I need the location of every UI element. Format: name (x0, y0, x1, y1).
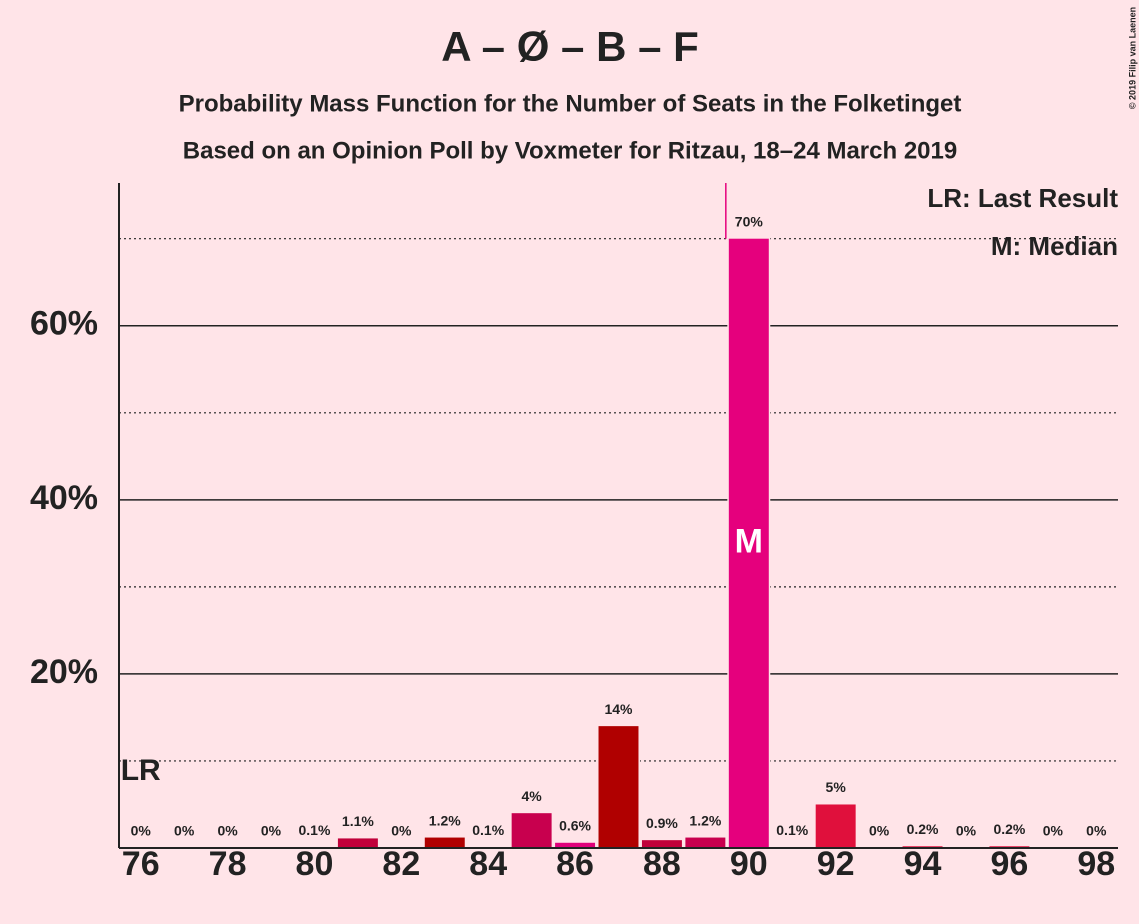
value-label: 4% (522, 788, 543, 804)
value-label: 0.2% (993, 821, 1025, 837)
value-label: 0% (869, 823, 890, 839)
x-tick-label: 82 (382, 845, 420, 883)
value-label: 0% (1086, 823, 1107, 839)
bar (597, 724, 640, 850)
x-tick-label: 80 (296, 845, 334, 883)
value-label: 14% (604, 701, 633, 717)
value-label: 0.6% (559, 817, 591, 833)
y-tick-label: 60% (30, 305, 98, 343)
x-tick-label: 78 (209, 845, 247, 883)
subtitle: Based on an Opinion Poll by Voxmeter for… (183, 137, 957, 164)
x-tick-label: 94 (904, 845, 942, 883)
value-label: 1.1% (342, 813, 374, 829)
value-label: 0.1% (776, 822, 808, 838)
copyright: © 2019 Filip van Laenen (1127, 7, 1137, 109)
value-label: 0% (1043, 823, 1064, 839)
value-label: 0.1% (298, 822, 330, 838)
value-label: 0% (217, 823, 238, 839)
legend-entry: LR: Last Result (927, 183, 1118, 213)
x-tick-label: 88 (643, 845, 681, 883)
bar (336, 836, 380, 850)
x-tick-label: 92 (817, 845, 855, 883)
x-tick-label: 90 (730, 845, 768, 883)
value-label: 0% (391, 823, 412, 839)
value-label: 1.2% (429, 812, 461, 828)
value-label: 5% (826, 779, 847, 795)
x-tick-label: 98 (1077, 845, 1115, 883)
value-label: 70% (735, 213, 764, 229)
x-tick-label: 96 (990, 845, 1028, 883)
value-label: 0% (131, 823, 152, 839)
bar (510, 811, 554, 850)
y-tick-label: 40% (30, 479, 98, 517)
median-marker: M (735, 522, 763, 560)
value-label: 1.2% (689, 812, 721, 828)
bar (423, 836, 467, 850)
x-tick-label: 84 (469, 845, 507, 883)
value-label: 0.2% (907, 821, 939, 837)
bar (814, 802, 858, 850)
bar (640, 838, 684, 850)
value-label: 0% (174, 823, 195, 839)
legend-entry: M: Median (991, 231, 1118, 261)
value-label: 0.1% (472, 822, 504, 838)
x-tick-label: 76 (122, 845, 160, 883)
bar (683, 836, 727, 850)
value-label: 0% (956, 823, 977, 839)
chart-title: A – Ø – B – F (441, 23, 699, 70)
subtitle: Probability Mass Function for the Number… (179, 90, 962, 117)
value-label: 0% (261, 823, 282, 839)
last-result-marker: LR (121, 754, 161, 787)
x-tick-label: 86 (556, 845, 594, 883)
y-tick-label: 20% (30, 653, 98, 691)
value-label: 0.9% (646, 815, 678, 831)
